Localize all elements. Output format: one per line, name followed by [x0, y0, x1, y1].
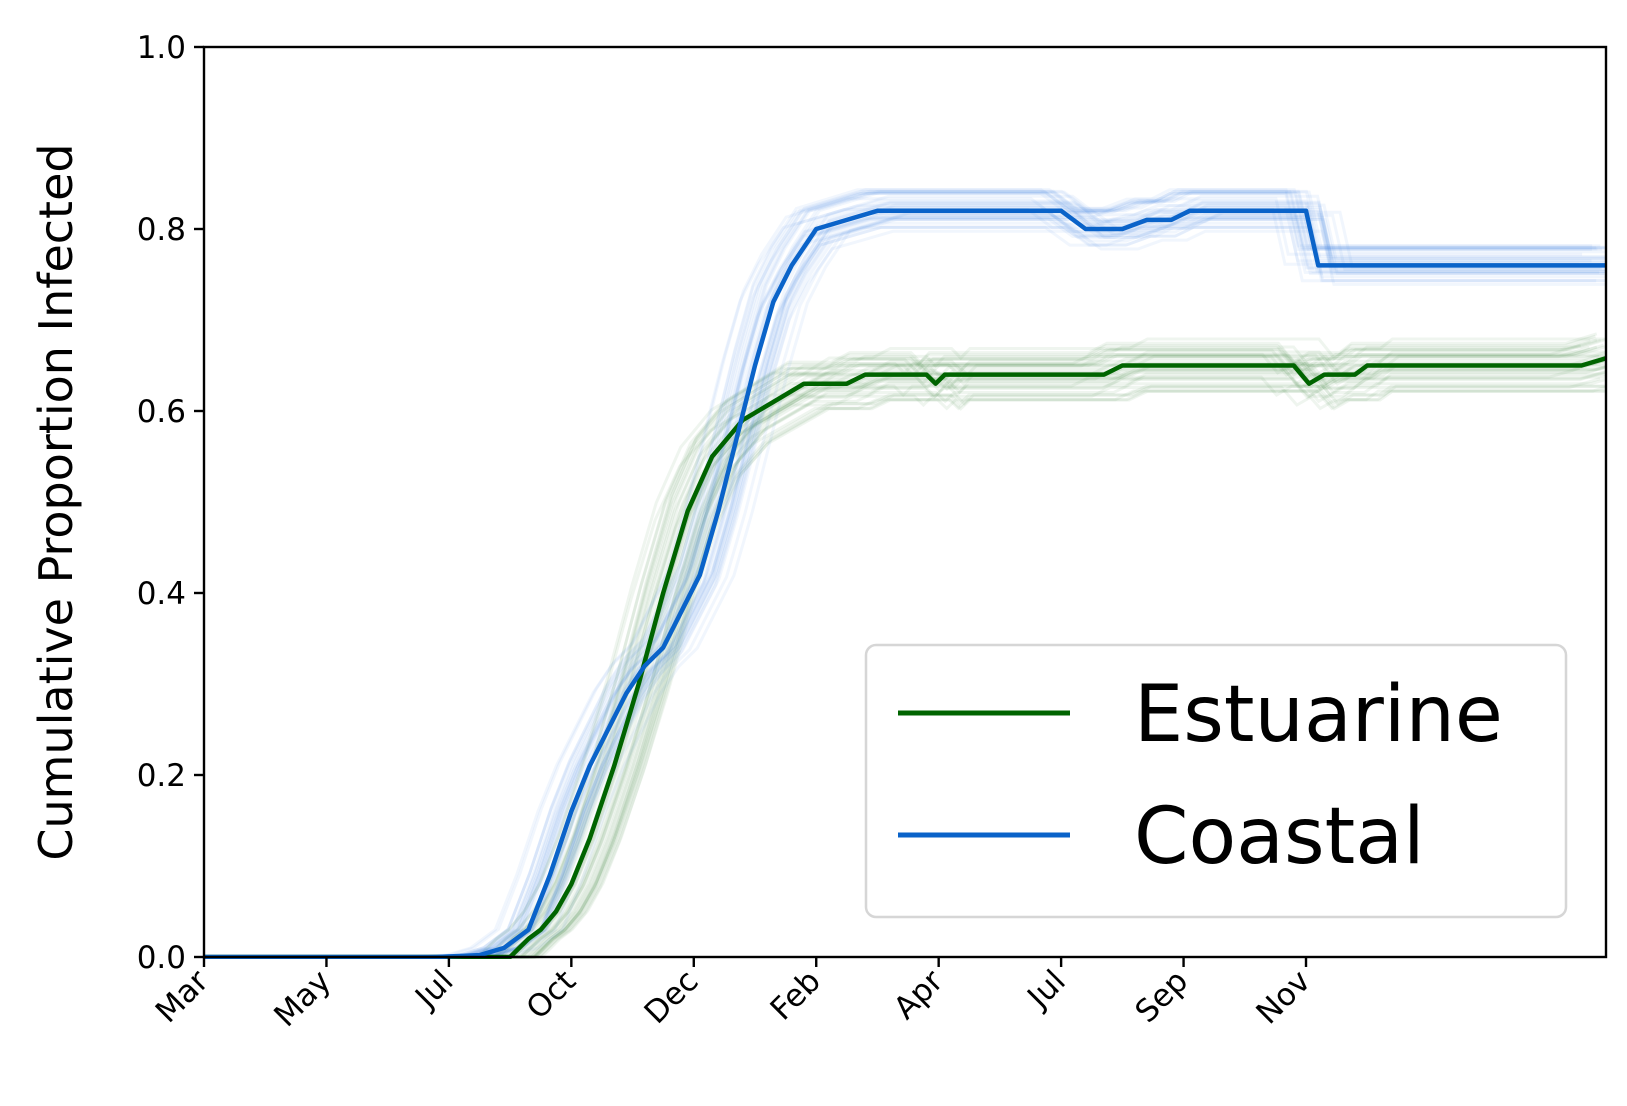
ensemble-run-estuarine	[204, 388, 1606, 959]
series-line-estuarine	[204, 355, 1606, 959]
y-tick-label: 0.2	[137, 758, 186, 794]
x-tick-label: Jul	[1019, 963, 1072, 1016]
ensemble-run-coastal	[204, 215, 1606, 959]
ensemble-run-coastal	[204, 190, 1596, 959]
ensemble-run-estuarine	[204, 365, 1606, 959]
ensemble-run-estuarine	[204, 385, 1606, 959]
ensemble-run-coastal	[204, 217, 1606, 959]
ensemble-run-coastal	[204, 197, 1583, 959]
legend-label-estuarine: Estuarine	[1134, 670, 1503, 760]
ensemble-run-coastal	[204, 190, 1606, 959]
ensemble-run-estuarine	[204, 389, 1606, 959]
ensemble-run-coastal	[204, 221, 1606, 959]
ensemble-run-estuarine	[204, 366, 1581, 959]
x-tick-label: Oct	[520, 963, 583, 1026]
plot-frame	[202, 45, 1608, 959]
ensemble-run-coastal	[204, 208, 1579, 959]
ensemble-run-estuarine	[204, 354, 1606, 959]
ensemble-run-estuarine	[204, 337, 1606, 959]
ensemble-run-coastal	[204, 194, 1606, 959]
ensemble-run-estuarine	[204, 345, 1590, 959]
x-tick-label: May	[267, 963, 338, 1034]
ensemble-run-estuarine	[204, 365, 1606, 959]
ensemble-run-coastal	[204, 189, 1605, 959]
ensemble-run-coastal	[204, 204, 1592, 959]
ensemble-run-coastal	[204, 188, 1593, 959]
ensemble-run-coastal	[204, 208, 1606, 959]
ensemble-run-coastal	[204, 191, 1603, 959]
y-axis-label: Cumulative Proportion Infected	[29, 143, 83, 860]
ensemble-run-coastal	[204, 213, 1606, 959]
ensemble-run-estuarine	[204, 352, 1606, 959]
ensemble-run-coastal	[204, 229, 1606, 959]
ensemble-run-coastal	[204, 192, 1592, 959]
ensemble-run-estuarine	[204, 372, 1606, 959]
x-tick-label: Jul	[407, 963, 460, 1016]
legend: Estuarine Coastal	[864, 643, 1568, 919]
ensemble-run-estuarine	[204, 354, 1606, 959]
ensemble-run-estuarine	[204, 384, 1606, 959]
ensemble-run-estuarine	[204, 384, 1606, 959]
x-tick-label: Feb	[764, 963, 828, 1027]
ensemble-run-coastal	[204, 188, 1601, 959]
x-tick-label: Apr	[887, 963, 951, 1027]
x-tick-label: Sep	[1128, 963, 1195, 1030]
ensemble-run-estuarine	[204, 377, 1601, 959]
ensemble-run-coastal	[204, 225, 1597, 959]
y-axis: 0.0 0.2 0.4 0.6 0.8 1.0	[137, 30, 204, 976]
ensemble-run-coastal	[204, 210, 1606, 959]
ensemble-run-estuarine	[204, 350, 1606, 959]
y-tick-label: 0.6	[137, 394, 186, 430]
ensemble-run-estuarine	[204, 344, 1606, 959]
ensemble-run-estuarine	[204, 339, 1591, 959]
y-tick-label: 0.0	[137, 940, 186, 976]
ensemble-run-coastal	[204, 218, 1605, 959]
ensemble-run-coastal	[204, 217, 1606, 959]
ensemble-run-estuarine	[204, 377, 1606, 959]
ensemble-run-coastal	[204, 205, 1606, 959]
x-axis: Mar May Jul Oct Dec Feb Apr Jul Sep Nov	[149, 957, 1318, 1034]
x-tick-label: Dec	[638, 963, 706, 1031]
ensemble-run-estuarine	[204, 338, 1602, 959]
ensemble-run-coastal	[204, 215, 1606, 959]
ensemble-run-estuarine	[204, 364, 1606, 959]
series-line-coastal	[204, 208, 1606, 959]
ensemble-run-coastal	[204, 225, 1606, 959]
ensemble-run-coastal	[204, 216, 1600, 959]
ensemble-run-estuarine	[204, 374, 1606, 959]
ensemble-run-estuarine	[204, 350, 1606, 959]
ensemble-run-coastal	[204, 191, 1598, 959]
ensemble-run-coastal	[204, 225, 1606, 959]
y-tick-label: 0.4	[137, 576, 186, 612]
legend-label-coastal: Coastal	[1134, 792, 1425, 882]
series-lines	[204, 208, 1606, 959]
y-tick-label: 0.8	[137, 212, 186, 248]
ensemble-run-coastal	[204, 210, 1606, 959]
y-tick-label: 1.0	[137, 30, 186, 66]
x-tick-label: Nov	[1249, 963, 1317, 1031]
